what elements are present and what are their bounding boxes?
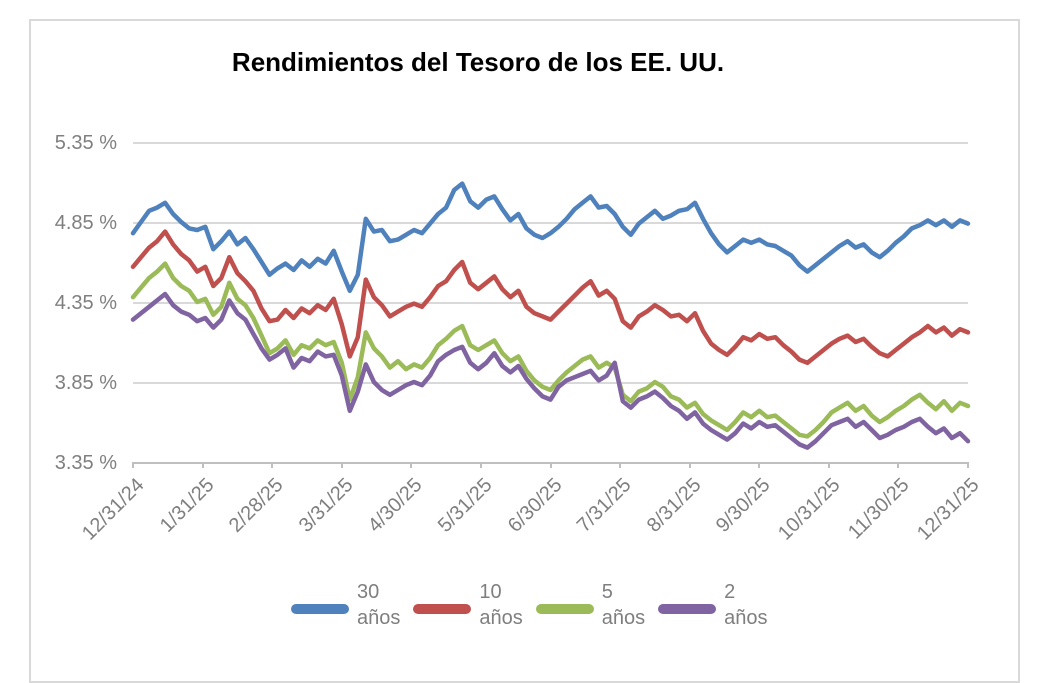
plot-area [130, 181, 971, 450]
legend-label-line1: 2 [724, 581, 736, 603]
legend-label: 5 años [602, 579, 645, 631]
legend-label: 30 años [357, 579, 400, 631]
legend-label-line2: años [601, 607, 646, 629]
x-tick [619, 462, 622, 468]
x-tick [967, 462, 969, 468]
x-tick [132, 462, 134, 468]
x-tick [827, 462, 830, 468]
legend-label: 2 años [724, 579, 767, 631]
y-tick-label: 5.35 % [54, 132, 117, 154]
y-tick-label: 3.35 % [54, 452, 117, 474]
x-tick [201, 462, 204, 468]
y-tick-label: 4.85 % [54, 212, 117, 234]
legend-swatch [413, 604, 472, 614]
x-tick [758, 462, 761, 468]
legend-label-line1: 30 [357, 581, 380, 603]
legend-item-5-años: 5 años [535, 579, 645, 631]
y-tick-label: 3.85 % [54, 372, 117, 394]
y-tick-label: 4.35 % [54, 292, 117, 314]
chart-title: Rendimientos del Tesoro de los EE. UU. [231, 47, 725, 77]
legend-item-2-años: 2 años [658, 579, 768, 631]
x-tick [688, 462, 691, 468]
legend-label-line1: 5 [601, 581, 613, 603]
legend-label-line2: años [479, 607, 523, 629]
legend: 30 años 10 años 5 años 2 años [291, 579, 781, 631]
gridline [133, 222, 968, 224]
x-tick [897, 462, 900, 468]
x-tick [271, 462, 274, 468]
x-tick [410, 462, 413, 468]
gridline [133, 382, 968, 384]
x-tick [340, 462, 343, 468]
legend-swatch [291, 604, 349, 614]
legend-swatch [535, 604, 594, 614]
legend-label-line2: años [357, 607, 401, 629]
legend-swatch [658, 604, 717, 614]
legend-label: 10 años [479, 579, 522, 631]
legend-label-line2: años [724, 607, 768, 629]
x-tick [479, 462, 482, 468]
series-line-2-años [130, 291, 971, 450]
gridline [133, 142, 968, 144]
legend-item-30-años: 30 años [291, 579, 400, 631]
series-line-5-años [130, 261, 971, 439]
series-line-30-años [130, 181, 971, 294]
x-tick [549, 462, 552, 468]
gridline [133, 302, 968, 304]
series-line-10-años [130, 229, 971, 366]
legend-item-10-años: 10 años [413, 579, 523, 631]
chart-card: Rendimientos del Tesoro de los EE. UU. 5… [29, 19, 1020, 683]
legend-label-line1: 10 [479, 581, 502, 603]
